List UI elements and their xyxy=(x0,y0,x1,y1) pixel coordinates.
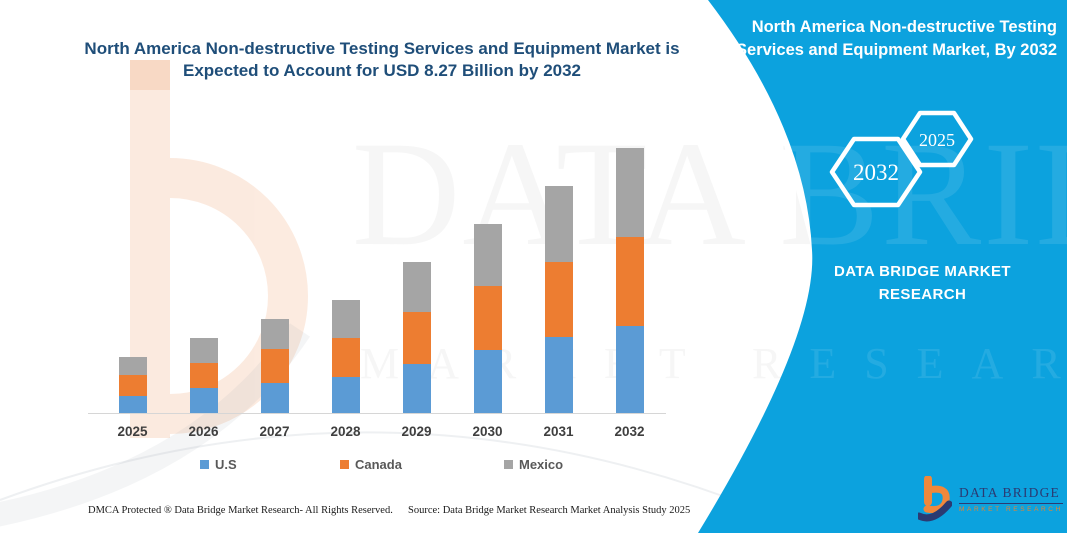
logo-wordmark: DATA BRIDGE xyxy=(959,485,1063,504)
logo-tagline: MARKET RESEARCH xyxy=(959,506,1063,513)
x-axis-label-2025: 2025 xyxy=(117,424,148,439)
data-bridge-logo-icon xyxy=(918,476,952,522)
bar-2027-canada xyxy=(260,349,289,383)
legend-item-canada: Canada xyxy=(340,457,402,472)
bar-2032-us xyxy=(615,325,644,413)
x-axis-label-2029: 2029 xyxy=(401,424,432,439)
x-axis-label-2030: 2030 xyxy=(472,424,503,439)
bar-2027-us xyxy=(260,382,289,413)
teal-panel-shape xyxy=(698,0,1067,533)
bar-2030-canada xyxy=(473,286,502,351)
panel-title: North America Non-destructive Testing Se… xyxy=(736,18,1057,59)
chart-headline: North America Non-destructive Testing Se… xyxy=(58,38,706,82)
legend-label-us: U.S xyxy=(215,457,237,472)
bar-2027-mexico xyxy=(260,319,289,350)
footer-dmca-text: DMCA Protected ® Data Bridge Market Rese… xyxy=(88,505,393,516)
x-axis-label-2031: 2031 xyxy=(543,424,574,439)
footer-source-text: Source: Data Bridge Market Research Mark… xyxy=(408,505,691,516)
bar-2032-mexico xyxy=(615,147,644,237)
bar-2025-us xyxy=(118,396,147,413)
x-axis-label-2028: 2028 xyxy=(330,424,361,439)
legend-item-us: U.S xyxy=(200,457,237,472)
bar-2029-us xyxy=(402,364,431,413)
legend-swatch-mexico xyxy=(504,460,513,469)
bar-2026-us xyxy=(189,387,218,413)
bar-2031-mexico xyxy=(544,185,573,263)
bar-2025-canada xyxy=(118,375,147,396)
bar-2029-canada xyxy=(402,311,431,365)
chart-headline-line1: North America Non-destructive Testing Se… xyxy=(84,39,680,58)
x-axis-line xyxy=(88,413,666,414)
bar-2026-mexico xyxy=(189,337,218,364)
legend-label-canada: Canada xyxy=(355,457,402,472)
brand-name-line1: DATA BRIDGE MARKET xyxy=(834,263,1011,280)
bar-2025-mexico xyxy=(118,356,147,376)
bar-2028-us xyxy=(331,376,360,413)
legend-swatch-canada xyxy=(340,460,349,469)
bar-2029-mexico xyxy=(402,261,431,312)
legend-item-mexico: Mexico xyxy=(504,457,563,472)
bar-2031-canada xyxy=(544,262,573,338)
bar-2026-canada xyxy=(189,363,218,388)
bar-2030-us xyxy=(473,350,502,413)
legend-label-mexico: Mexico xyxy=(519,457,564,472)
legend-swatch-us xyxy=(200,460,209,469)
x-axis-label-2027: 2027 xyxy=(259,424,290,439)
chart-headline-line2: Expected to Account for USD 8.27 Billion… xyxy=(182,61,582,80)
bar-2032-canada xyxy=(615,236,644,326)
x-axis-label-2032: 2032 xyxy=(614,424,645,439)
hexagon-2025-label: 2025 xyxy=(919,130,955,150)
hexagon-2032: 2032 xyxy=(829,136,923,208)
bar-2030-mexico xyxy=(473,224,502,287)
hexagon-2025: 2025 xyxy=(900,110,974,168)
brand-name-text: DATA BRIDGE MARKET RESEARCH xyxy=(795,260,1050,306)
hexagon-2032-label: 2032 xyxy=(853,160,899,185)
bar-2031-us xyxy=(544,337,573,413)
brand-name-line2: RESEARCH xyxy=(878,286,967,303)
data-bridge-logo: DATA BRIDGE MARKET RESEARCH xyxy=(918,476,1063,522)
chart-legend: U.S Canada Mexico xyxy=(0,457,700,477)
bar-2028-mexico xyxy=(331,300,360,338)
x-axis-label-2026: 2026 xyxy=(188,424,219,439)
bar-2028-canada xyxy=(331,337,360,377)
